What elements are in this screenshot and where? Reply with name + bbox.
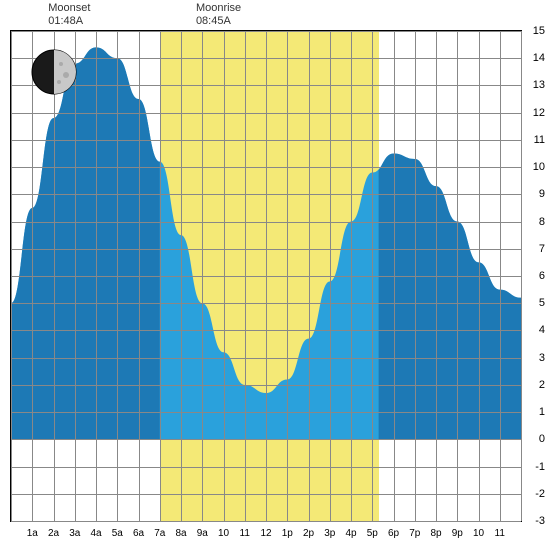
x-tick-label: 10: [473, 528, 484, 539]
x-tick-label: 4a: [90, 528, 101, 539]
x-tick-label: 8p: [430, 528, 441, 539]
x-tick-label: 7p: [409, 528, 420, 539]
x-tick-label: 1a: [27, 528, 38, 539]
x-tick-label: 6a: [133, 528, 144, 539]
x-tick-label: 5p: [367, 528, 378, 539]
moonrise-time: 08:45A: [196, 15, 241, 28]
y-tick-label: 11: [534, 134, 545, 146]
y-tick-label: 15: [533, 25, 545, 37]
moonset-title: Moonset: [48, 2, 90, 15]
y-tick-label: 3: [539, 352, 545, 364]
y-tick-label: 13: [533, 79, 545, 91]
y-tick-label: 14: [533, 52, 545, 64]
x-tick-label: 5a: [112, 528, 123, 539]
y-tick-label: -3: [535, 515, 545, 527]
x-tick-label: 1p: [282, 528, 293, 539]
x-tick-label: 10: [218, 528, 229, 539]
x-tick-label: 3a: [69, 528, 80, 539]
x-tick-label: 11: [240, 528, 250, 539]
moonset-time: 01:48A: [48, 15, 90, 28]
y-tick-label: 8: [539, 216, 545, 228]
y-tick-label: 7: [539, 243, 545, 255]
x-tick-label: 11: [495, 528, 505, 539]
y-tick-label: 1: [539, 406, 545, 418]
y-tick-label: 9: [539, 188, 545, 200]
x-tick-label: 3p: [324, 528, 335, 539]
y-tick-label: 12: [533, 107, 545, 119]
y-tick-label: 10: [533, 161, 545, 173]
y-tick-label: -1: [535, 461, 545, 473]
x-tick-label: 8a: [175, 528, 186, 539]
x-tick-label: 4p: [345, 528, 356, 539]
tide-area: [11, 31, 521, 521]
moonrise-title: Moonrise: [196, 2, 241, 15]
x-tick-label: 9a: [197, 528, 208, 539]
x-tick-label: 7a: [154, 528, 165, 539]
moon-phase-icon: [31, 49, 77, 98]
y-tick-label: 4: [539, 324, 545, 336]
y-tick-label: 2: [539, 379, 545, 391]
x-tick-label: 9p: [452, 528, 463, 539]
y-tick-label: -2: [535, 488, 545, 500]
y-tick-label: 5: [539, 297, 545, 309]
moonset-label: Moonset 01:48A: [48, 2, 90, 28]
x-tick-label: 2p: [303, 528, 314, 539]
x-tick-label: 2a: [48, 528, 59, 539]
x-tick-label: 6p: [388, 528, 399, 539]
y-tick-label: 6: [539, 270, 545, 282]
tide-chart: Moonset 01:48A Moonrise 08:45A -3-2-1012…: [0, 0, 550, 550]
plot-area: -3-2-101234567891011121314151a2a3a4a5a6a…: [10, 30, 522, 522]
y-tick-label: 0: [539, 433, 545, 445]
moonrise-label: Moonrise 08:45A: [196, 2, 241, 28]
x-tick-label: 12: [260, 528, 271, 539]
